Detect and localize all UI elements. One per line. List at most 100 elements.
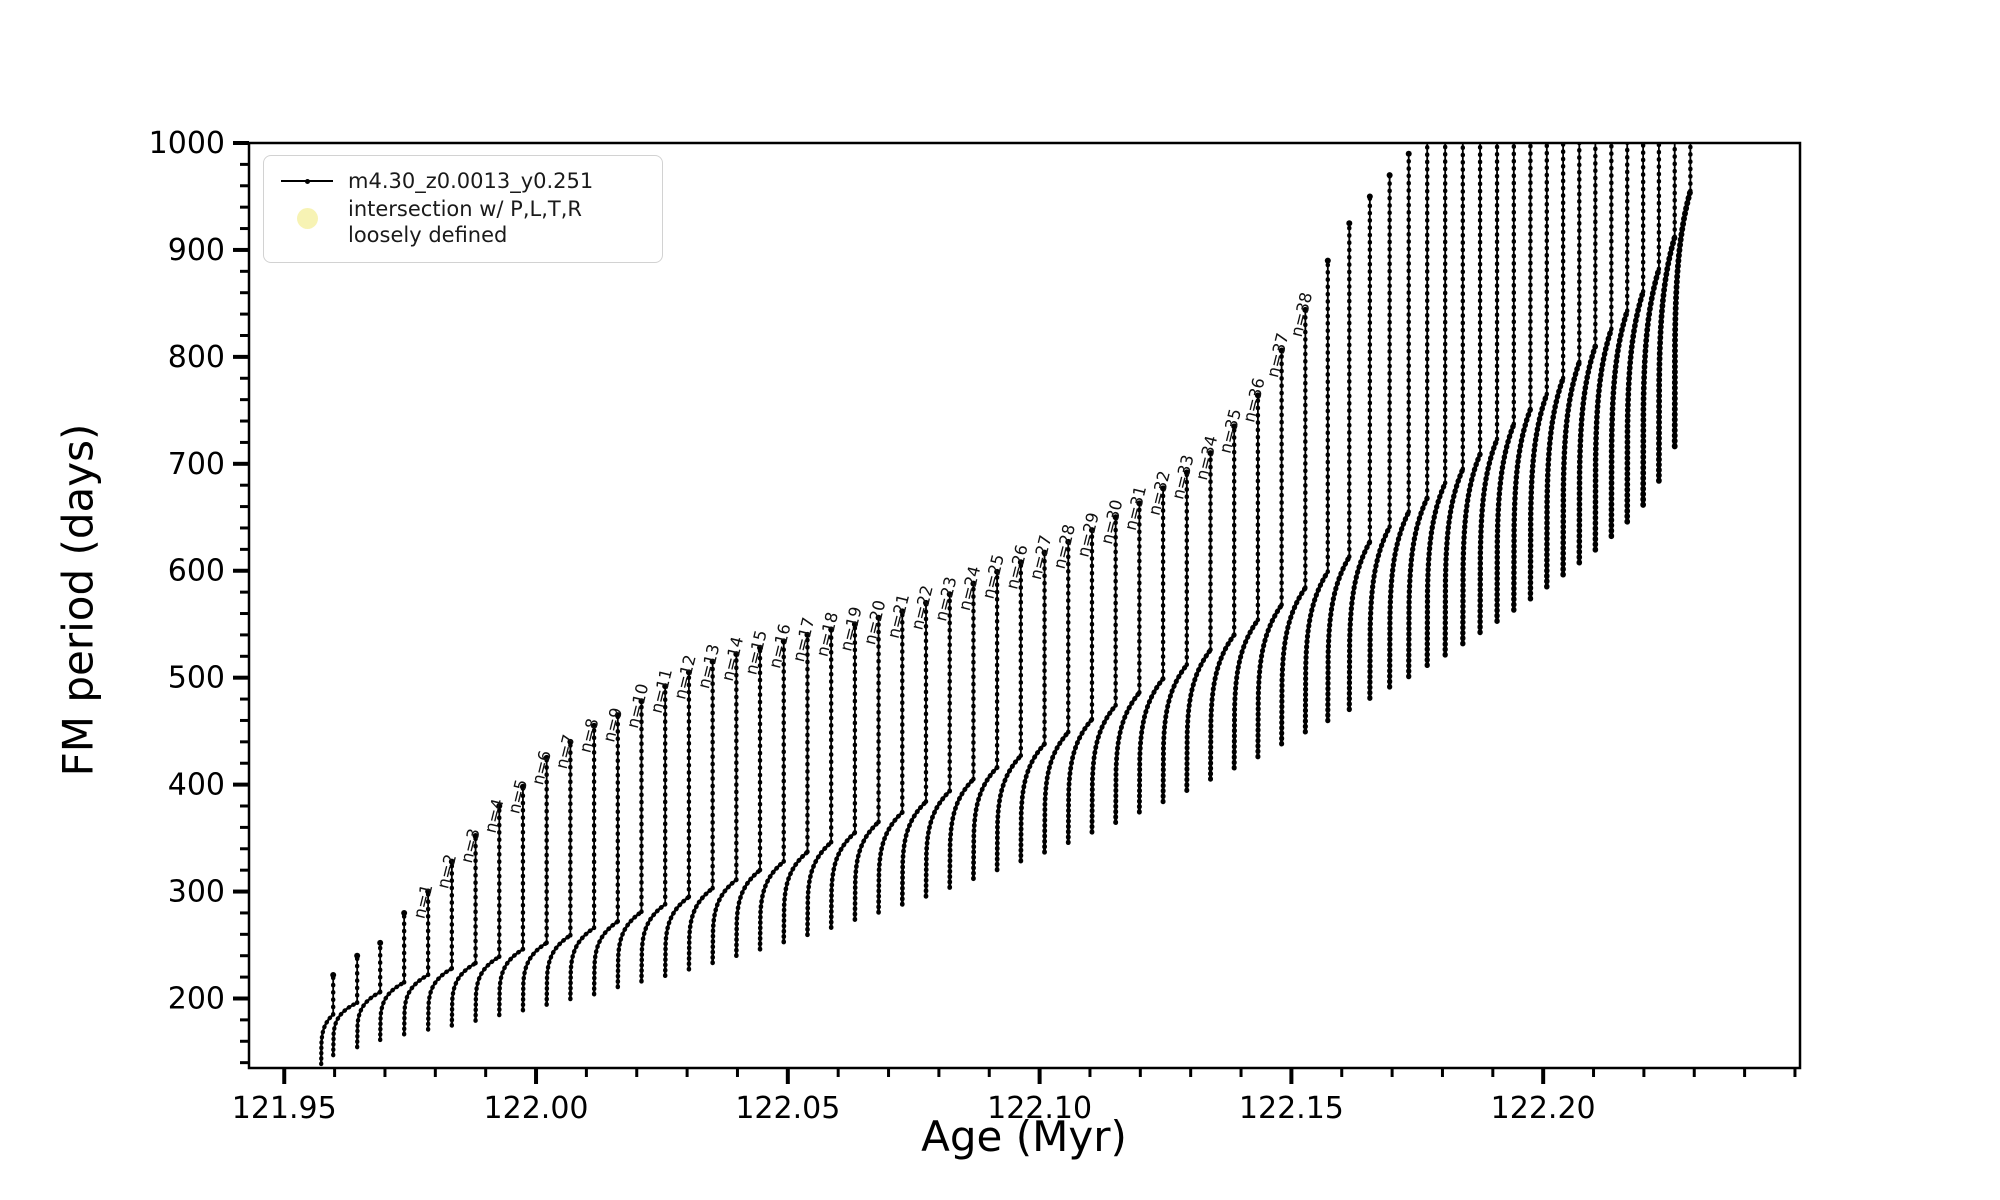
cycle-arc-dots: [1346, 539, 1373, 713]
cycle-arc-dots: [615, 909, 644, 990]
spike-label: n=22: [907, 583, 936, 632]
spike-tip-dot: [377, 939, 384, 946]
cycle-arc-dots: [1477, 436, 1500, 636]
x-tick-label: 122.20: [1491, 1091, 1596, 1126]
spike-tip-dot: [330, 971, 337, 978]
spike-tip-dot: [354, 952, 361, 959]
cycle-arc-dots: [805, 840, 834, 938]
cycle-arc-dots: [1367, 524, 1393, 701]
spike-label: n=34: [1192, 434, 1221, 483]
y-tick-label: 200: [168, 981, 225, 1016]
cycle-arc-dots: [1424, 480, 1448, 669]
legend-entry-series: m4.30_z0.0013_y0.251: [278, 168, 648, 194]
y-tick-label: 600: [168, 554, 225, 589]
y-tick-label: 1000: [149, 126, 225, 161]
cycle-arc-dots: [710, 877, 739, 966]
x-tick-label: 121.95: [232, 1091, 337, 1126]
spike-tip-dot: [709, 658, 716, 665]
cycle-arc-dots: [1089, 703, 1119, 835]
cycle-arc-dots: [1656, 234, 1678, 484]
cycle-arc-dots: [876, 810, 905, 915]
cycle-arc-dots: [686, 886, 715, 972]
spike-tip-dot: [899, 608, 906, 615]
cycle-arc-dots: [662, 894, 692, 979]
cycle-arc-dots: [1136, 676, 1166, 815]
cycle-arc: [450, 961, 477, 1027]
legend-series-label: m4.30_z0.0013_y0.251: [348, 169, 594, 193]
cycle-arc-dots: [1184, 647, 1214, 793]
spike-tip-dot: [1302, 306, 1309, 313]
cycle-arc-dots: [1494, 421, 1517, 624]
spike-label: n=4: [481, 797, 508, 835]
spike-label: n=38: [1287, 290, 1316, 339]
spike-tip-dot: [1231, 423, 1238, 430]
cycle-arc-dots: [544, 933, 573, 1007]
cycle-arc-dots: [497, 947, 526, 1018]
spike-tip-dot: [448, 858, 455, 865]
cycle-arc-dots: [971, 765, 1000, 882]
spike-label: n=25: [979, 552, 1008, 601]
y-tick-label: 700: [168, 447, 225, 482]
cycle-arc-dots: [591, 919, 621, 997]
legend: m4.30_z0.0013_y0.251 intersection w/ P,L…: [263, 155, 663, 263]
spike-label: n=14: [718, 635, 747, 684]
x-axis-label: Age (Myr): [921, 1112, 1127, 1161]
cycle-arc-dots: [1325, 554, 1352, 724]
cycle-arc-dots: [1113, 690, 1142, 826]
spike-tip-dot: [662, 683, 669, 690]
cycle-arc-dots: [1279, 585, 1308, 747]
spike-tip-dot: [614, 712, 621, 719]
cycle-arc-dots: [1208, 632, 1237, 782]
spike-tip-dot: [733, 651, 740, 658]
spike-tip-dot: [401, 909, 408, 916]
spike-label: n=19: [836, 605, 865, 654]
cycle-arc-dots: [781, 849, 810, 945]
axes-frame: [247, 141, 1802, 1070]
spike-tip-dot: [1183, 469, 1190, 476]
spike-label: n=26: [1002, 543, 1031, 592]
cycle-arc-dots: [1406, 495, 1430, 680]
spike-tip-dot: [1088, 527, 1095, 534]
cycle-arc-dots: [354, 989, 383, 1050]
spike-tip-dot: [1386, 172, 1393, 179]
spike-tip-dot: [923, 599, 930, 606]
spike-label: n=13: [694, 642, 723, 691]
cycle-arc-dots: [1671, 188, 1694, 450]
spike-tip-dot: [875, 614, 882, 621]
cycle-arc-dots: [947, 776, 976, 890]
spike-label: n=18: [813, 610, 842, 659]
spike-label: n=37: [1263, 331, 1292, 380]
spike-tip-dot: [1017, 559, 1024, 566]
spike-tip-dot: [828, 626, 835, 633]
spike-tip-dot: [472, 832, 479, 839]
spike-tip-dot: [1112, 514, 1119, 521]
spike-label: n=21: [884, 592, 913, 641]
spike-label: n=15: [741, 628, 770, 677]
cycle-arc-dots: [923, 788, 953, 899]
spike-tip-dot: [1254, 392, 1261, 399]
cycle-arc-dots: [1387, 509, 1412, 690]
y-tick-label: 900: [168, 233, 225, 268]
cycle-arc-dots: [1255, 602, 1285, 760]
cycle-arc-dots: [1592, 326, 1615, 553]
x-tick-label: 122.10: [987, 1091, 1092, 1126]
cycle-arc-dots: [520, 940, 549, 1013]
cycle-arc-dots: [378, 980, 407, 1043]
spike-tip-dot: [780, 638, 787, 645]
legend-entry-intersection: intersection w/ P,L,T,R loosely defined: [278, 196, 648, 248]
cycle-arc-dots: [1231, 617, 1261, 771]
spike-label: n=5: [504, 777, 531, 815]
cycle-arc-dots: [757, 859, 787, 952]
y-tick-label: 400: [168, 768, 225, 803]
legend-circle-marker: [278, 196, 336, 229]
spike-tip-dot: [970, 580, 977, 587]
spike-tip-dot: [1041, 549, 1048, 556]
spike-label: n=36: [1239, 376, 1268, 425]
legend-intersection-label: intersection w/ P,L,T,R loosely defined: [348, 197, 582, 247]
y-tick-label: 500: [168, 661, 225, 696]
spike-tip-dot: [591, 722, 598, 729]
cycle-arc-dots: [425, 966, 455, 1032]
cycle-arc-dots: [1608, 308, 1631, 540]
spike-label: n=20: [860, 598, 889, 647]
